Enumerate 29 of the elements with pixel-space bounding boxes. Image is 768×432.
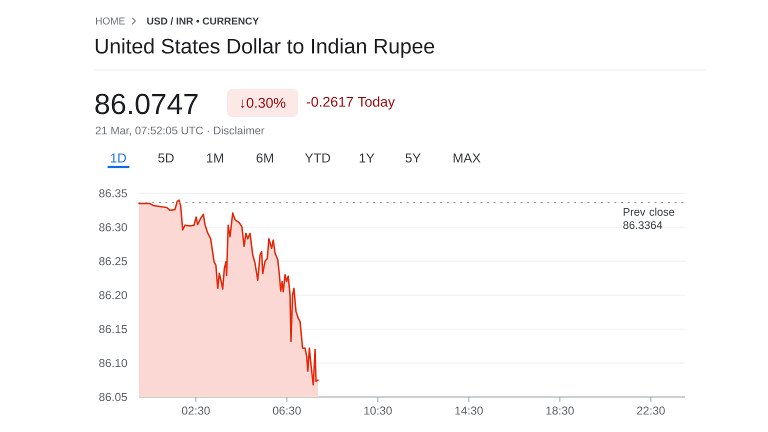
y-tick-label: 86.30 bbox=[99, 223, 128, 232]
y-tick-label: 86.25 bbox=[99, 257, 127, 266]
x-tick-label: 14:30 bbox=[455, 406, 483, 415]
text: YTD bbox=[304, 154, 330, 162]
x-tick-label: 22:30 bbox=[637, 406, 665, 415]
x-tick-label: 02:30 bbox=[182, 406, 210, 415]
text: HOME bbox=[96, 17, 125, 25]
text: USD / INR • CURRENCY bbox=[147, 17, 259, 25]
text: 1M bbox=[206, 154, 223, 162]
text: 1D bbox=[110, 154, 126, 162]
y-tick-label: 86.20 bbox=[99, 291, 128, 300]
text: MAX bbox=[454, 154, 481, 162]
chart-title: United States Dollar to Indian Rupee bbox=[96, 38, 434, 58]
x-tick-label: 18:30 bbox=[546, 406, 574, 415]
text: 5D bbox=[158, 153, 174, 163]
text: ↓0.30% bbox=[241, 98, 286, 108]
text: 21 Mar, 07:52:05 UTC · Disclaimer bbox=[96, 126, 264, 136]
ref-line-label: Prev close 86.3364 bbox=[623, 208, 674, 230]
y-tick-label: 86.35 bbox=[99, 189, 127, 198]
text: 1Y bbox=[360, 154, 374, 162]
text: 86.0747 bbox=[95, 94, 198, 114]
y-tick-label: 86.10 bbox=[99, 358, 128, 368]
text: -0.2617 Today bbox=[306, 96, 395, 110]
y-tick-label: 86.15 bbox=[99, 325, 127, 334]
text: 6M bbox=[256, 153, 273, 163]
x-tick-label: 06:30 bbox=[272, 406, 301, 415]
text: 5Y bbox=[406, 153, 421, 163]
y-tick-label: 86.05 bbox=[99, 392, 127, 402]
x-tick-label: 10:30 bbox=[364, 406, 392, 415]
